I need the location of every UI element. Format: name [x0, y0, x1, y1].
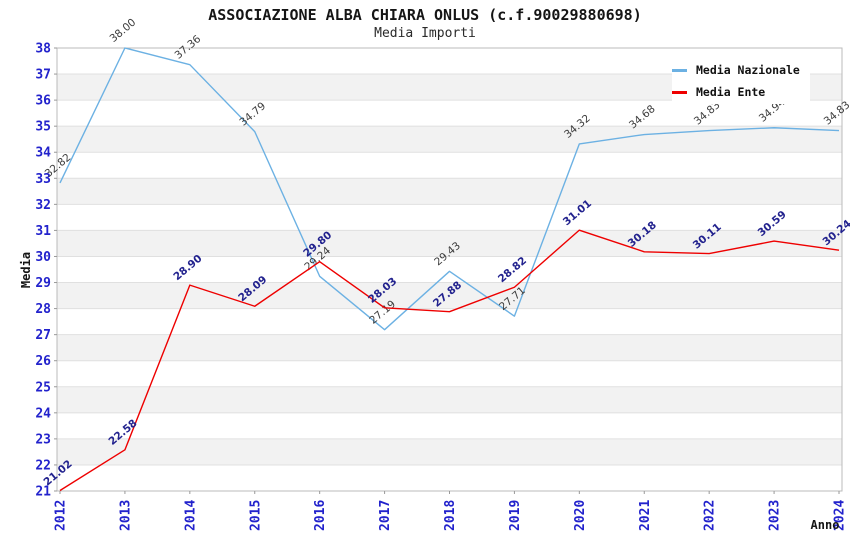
legend-item-media-ente: Media Ente [672, 81, 810, 103]
series-line-media-nazionale [59, 47, 840, 331]
x-tick-label: 2013 [118, 500, 133, 531]
x-tick-label: 2012 [54, 500, 69, 531]
x-tick-label: 2022 [703, 500, 718, 531]
chart-subtitle: Media Importi [374, 26, 476, 41]
y-tick-label: 22 [35, 458, 51, 473]
plot-band [57, 204, 842, 231]
plot-band [57, 334, 842, 361]
y-tick-label: 33 [35, 172, 51, 187]
plot-band [57, 256, 842, 283]
y-tick-label: 28 [35, 302, 51, 317]
y-axis-title: Media [19, 252, 33, 288]
x-tick-label: 2020 [573, 500, 588, 531]
y-tick-label: 37 [35, 68, 51, 83]
x-axis-title: Anno [811, 518, 840, 532]
plot-band [57, 412, 842, 439]
plot-band [57, 152, 842, 179]
y-tick-label: 23 [35, 432, 51, 447]
x-tick-label: 2014 [183, 500, 198, 531]
plot-band [57, 360, 842, 387]
x-tick-label: 2015 [248, 500, 263, 531]
y-tick-label: 30 [35, 250, 51, 265]
y-tick-label: 26 [35, 354, 51, 369]
legend-label-media-nazionale: Media Nazionale [696, 63, 800, 77]
x-tick-label: 2018 [443, 500, 458, 531]
legend: Media Nazionale Media Ente [672, 58, 810, 104]
x-tick-label: 2017 [378, 500, 393, 531]
y-tick-label: 36 [35, 94, 51, 109]
legend-swatch-media-ente-icon [672, 90, 687, 94]
y-tick-label: 31 [35, 224, 51, 239]
plot-band [57, 178, 842, 205]
value-label: 38.00 [108, 16, 139, 45]
x-tick-label: 2024 [833, 500, 848, 531]
y-tick-label: 25 [35, 380, 51, 395]
y-tick-label: 35 [35, 120, 51, 135]
y-tick-label: 24 [35, 406, 51, 421]
plot-band [57, 100, 842, 127]
plot-band [57, 386, 842, 413]
y-tick-label: 29 [35, 276, 51, 291]
legend-swatch-media-nazionale-icon [672, 68, 687, 72]
y-tick-label: 38 [35, 42, 51, 57]
x-tick-label: 2016 [313, 500, 328, 531]
y-tick-label: 27 [35, 328, 51, 343]
legend-item-media-nazionale: Media Nazionale [672, 59, 810, 81]
x-tick-label: 2019 [508, 500, 523, 531]
x-tick-label: 2021 [638, 500, 653, 531]
x-tick-label: 2023 [768, 500, 783, 531]
plot-band [57, 308, 842, 335]
chart-title: ASSOCIAZIONE ALBA CHIARA ONLUS (c.f.9002… [208, 6, 642, 24]
plot-band [57, 230, 842, 257]
plot-band [57, 464, 842, 491]
y-tick-label: 32 [35, 198, 51, 213]
plot-band [57, 282, 842, 309]
plot-band [57, 438, 842, 465]
y-tick-label: 34 [35, 146, 51, 161]
legend-label-media-ente: Media Ente [696, 85, 766, 99]
series-line-media-ente [59, 229, 840, 492]
y-tick-label: 21 [35, 485, 51, 500]
